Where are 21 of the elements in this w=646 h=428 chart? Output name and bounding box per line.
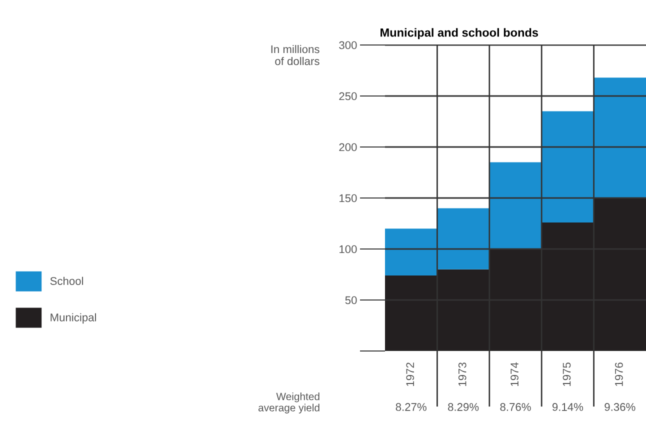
- chart-title: Municipal and school bonds: [380, 28, 538, 40]
- legend-label: Municipal: [50, 313, 96, 324]
- y-tick-label: 250: [339, 92, 357, 100]
- legend-label: School: [50, 276, 84, 285]
- y-tick-label: 150: [340, 194, 357, 202]
- x-tick-label: 1973: [458, 362, 466, 386]
- y-tick-label: 300: [339, 41, 357, 50]
- y-tick-label: 100: [340, 245, 357, 254]
- text: 9.36%: [604, 403, 636, 411]
- x-tick-label: 1974: [510, 362, 518, 386]
- text: 8.27%: [396, 403, 426, 411]
- y-axis-title: In millions of dollars: [271, 45, 320, 66]
- x-tick-label: 1976: [615, 362, 623, 386]
- text: Weighted average yield: [258, 392, 320, 414]
- x-tick-label: 1972: [406, 362, 414, 386]
- y-tick-label: 50: [345, 296, 357, 304]
- text: 8.29%: [448, 403, 479, 411]
- y-tick-label: 200: [339, 143, 357, 152]
- text: 8.76%: [500, 403, 531, 411]
- x-tick-label: 1975: [562, 362, 571, 386]
- text: 9.14%: [552, 403, 584, 411]
